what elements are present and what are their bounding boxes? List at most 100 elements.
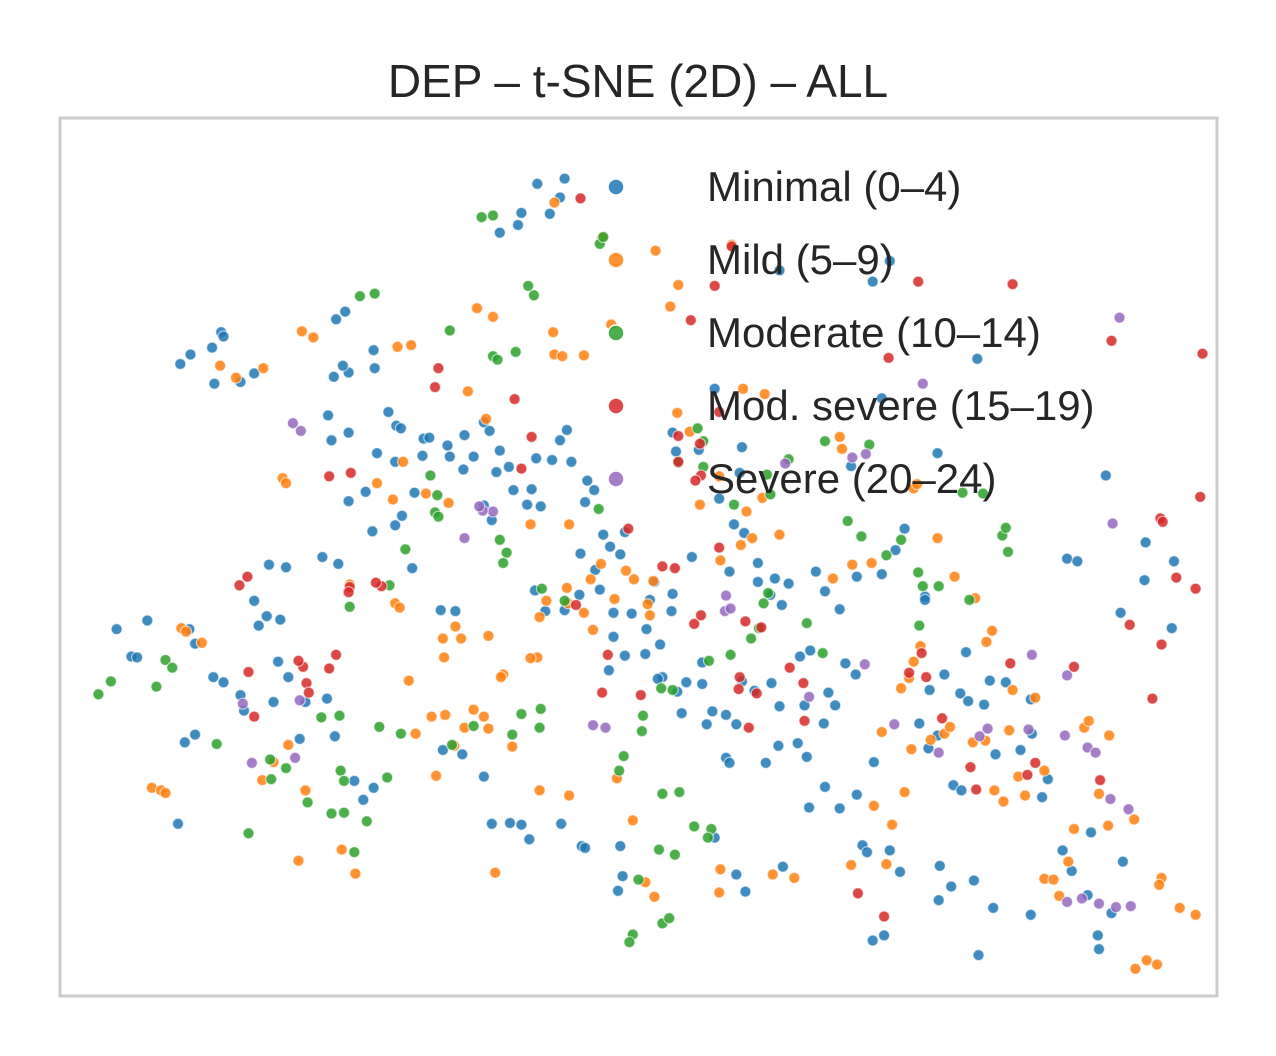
scatter-point [534,500,547,513]
scatter-point [443,450,456,463]
scatter-point [956,486,969,499]
scatter-point [344,466,357,479]
scatter-point [577,606,591,619]
scatter-point [1024,908,1037,921]
scatter-point [888,718,901,731]
scatter-point [877,910,891,923]
scatter-point [342,586,355,599]
scatter-point [267,695,280,709]
scatter-point [533,610,546,624]
scatter-point [490,466,503,479]
scatter-point [865,556,878,570]
chart-title: DEP – t-SNE (2D) – ALL [388,55,888,107]
scatter-point [672,278,685,292]
scatter-point [357,793,370,806]
scatter-point [207,670,220,684]
scatter-point [758,387,771,401]
scatter-point [159,653,172,667]
scatter-point [627,573,641,586]
scatter-point [389,519,402,532]
scatter-point [179,625,193,638]
scatter-point [967,874,981,887]
scatter-point [500,546,513,559]
scatter-point [289,751,302,764]
scatter-point [1021,768,1034,782]
scatter-point [882,351,895,364]
scatter-point [671,406,684,419]
scatter-point [866,934,879,947]
legend-label: Mild (5–9) [707,236,894,283]
scatter-point [773,700,786,713]
scatter-point [578,496,592,509]
scatter-point [373,720,386,734]
scatter-point [913,717,926,730]
scatter-point [713,470,726,483]
scatter-point [558,594,571,607]
scatter-point [322,409,335,422]
scatter-point [818,435,832,448]
scatter-point [793,650,807,663]
scatter-point [515,462,528,475]
scatter-point [294,424,307,437]
scatter-point [150,680,163,693]
scatter-point [402,674,415,687]
scatter-point [751,575,765,589]
scatter-point [766,868,779,881]
scatter-point [1022,723,1035,736]
scatter-point [694,609,708,622]
scatter-point [833,430,846,443]
scatter-point [736,382,750,395]
scatter-point [972,948,985,962]
scatter-point [835,442,849,455]
scatter-point [104,675,118,688]
scatter-point [733,670,746,684]
scatter-point [316,550,329,564]
scatter-point [613,764,626,777]
scatter-point [791,737,804,750]
scatter-point [880,549,893,562]
scatter-point [597,230,610,244]
scatter-point [486,310,500,323]
scatter-point [1153,878,1166,891]
scatter-point [399,543,412,556]
scatter-point [525,483,538,496]
scatter-point [1122,803,1135,816]
scatter-point [708,279,721,292]
scatter-points [92,172,1209,975]
legend: Minimal (0–4) Mild (5–9) Moderate (10–14) M… [607,163,1095,502]
scatter-point [486,505,500,518]
scatter-point [293,732,306,746]
scatter-point [522,279,535,292]
scatter-point [622,522,635,535]
scatter-point [713,886,726,899]
scatter-point [618,649,632,662]
scatter-point [932,746,945,759]
scatter-point [668,848,682,861]
scatter-point [1114,606,1127,619]
plot-frame [58,116,1219,998]
scatter-point [962,694,975,708]
scatter-point [802,690,816,704]
scatter-point [916,377,929,390]
scatter-point [292,854,305,867]
scatter-point [923,683,936,697]
scatter-point [846,451,859,464]
scatter-point [320,692,334,705]
scatter-point [323,470,336,483]
scatter-point [264,753,277,766]
scatter-point [723,756,736,770]
scatter-point [502,460,515,473]
scatter-point [593,583,606,596]
scatter-point [449,620,462,633]
scatter-point [833,603,846,616]
scatter-point [381,771,394,784]
scatter-point [701,831,715,844]
scatter-point [875,568,888,581]
scatter-point [1116,855,1130,868]
scatter-point [846,558,859,571]
scatter-point [1109,900,1123,914]
scatter-point [562,789,576,802]
scatter-point [569,598,583,612]
scatter-point [217,676,230,689]
